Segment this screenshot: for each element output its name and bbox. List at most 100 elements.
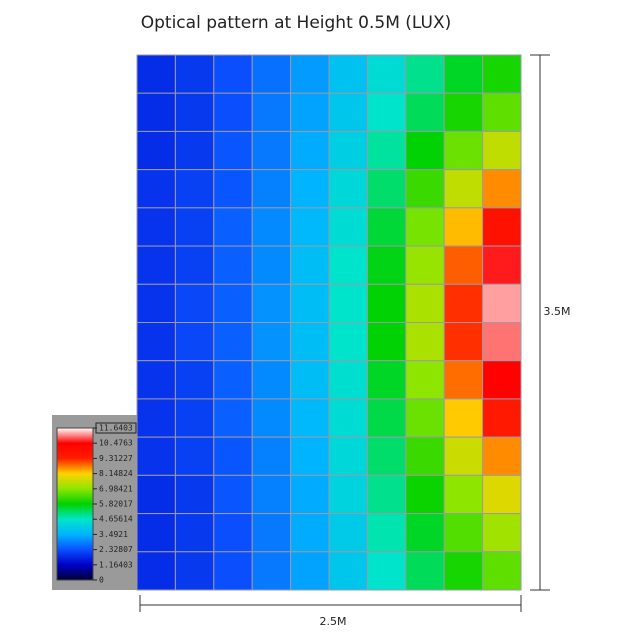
colorbar-tick-label: 0: [99, 576, 104, 585]
heat-cell: [366, 436, 407, 476]
heat-cell: [482, 398, 522, 438]
heat-cell: [366, 54, 407, 94]
width-dimension: [139, 595, 522, 612]
heat-cell: [290, 360, 330, 400]
heat-cell: [213, 245, 253, 285]
heat-cell: [174, 207, 215, 247]
heat-cell: [405, 207, 445, 247]
heat-cell: [328, 322, 368, 362]
heat-cell: [443, 322, 484, 362]
heat-cell: [366, 169, 407, 209]
heat-cell: [328, 54, 368, 94]
width-label: 2.5M: [320, 615, 347, 628]
heat-cell: [443, 513, 484, 553]
heat-cell: [482, 169, 522, 209]
heat-cell: [213, 322, 253, 362]
heat-cell: [251, 322, 292, 362]
heat-cell: [213, 169, 253, 209]
heat-cell: [405, 322, 445, 362]
heat-cell: [366, 245, 407, 285]
colorbar-tick-label: 1.16403: [99, 560, 133, 569]
heat-cell: [251, 92, 292, 132]
colorbar-tick-label: 4.65614: [99, 515, 133, 524]
heat-cell: [136, 398, 176, 438]
heat-cell: [213, 436, 253, 476]
heat-cell: [251, 207, 292, 247]
heat-cell: [443, 92, 484, 132]
height-dimension: [530, 54, 550, 591]
colorbar-tick-label: 2.32807: [99, 545, 133, 554]
heat-cell: [366, 513, 407, 553]
heat-cell: [213, 130, 253, 171]
heat-cell: [443, 360, 484, 400]
heat-cell: [328, 360, 368, 400]
heat-cell: [405, 130, 445, 171]
heat-cell: [174, 436, 215, 476]
heat-cell: [482, 130, 522, 171]
heat-cell: [251, 398, 292, 438]
heat-cell: [251, 169, 292, 209]
heat-cell: [213, 513, 253, 553]
heat-cell: [405, 551, 445, 591]
heat-cell: [290, 54, 330, 94]
heat-cell: [174, 283, 215, 323]
heat-cell: [290, 513, 330, 553]
heat-cell: [482, 360, 522, 400]
heat-cell: [136, 474, 176, 515]
heat-cell: [328, 474, 368, 515]
heat-cell: [290, 551, 330, 591]
heat-cell: [405, 474, 445, 515]
heat-cell: [443, 436, 484, 476]
heat-cell: [174, 130, 215, 171]
heat-cell: [290, 436, 330, 476]
heat-cell: [482, 474, 522, 515]
heat-cell: [482, 92, 522, 132]
tick-box: [95, 422, 137, 434]
colorbar-tick-label: 5.82017: [99, 499, 133, 508]
heat-cell: [251, 54, 292, 94]
heat-cell: [174, 360, 215, 400]
heat-cell: [482, 54, 522, 94]
colorbar: [56, 427, 94, 581]
heat-cell: [174, 92, 215, 132]
heat-cell: [213, 474, 253, 515]
heat-cell: [174, 474, 215, 515]
heat-cell: [136, 551, 176, 591]
heat-cell: [405, 169, 445, 209]
heat-cell: [405, 92, 445, 132]
heat-cell: [251, 360, 292, 400]
heat-cell: [482, 245, 522, 285]
heat-cell: [328, 551, 368, 591]
heat-cell: [366, 322, 407, 362]
heat-cell: [443, 130, 484, 171]
heat-cell: [251, 436, 292, 476]
heat-cell: [328, 169, 368, 209]
heat-cell: [290, 130, 330, 171]
heat-cell: [136, 207, 176, 247]
heat-cell: [443, 283, 484, 323]
heat-cell: [482, 322, 522, 362]
height-label: 3.5M: [544, 305, 571, 318]
heat-cell: [405, 436, 445, 476]
colorbar-tick-label: 6.98421: [99, 484, 133, 493]
heat-cell: [213, 398, 253, 438]
heat-cell: [290, 245, 330, 285]
heat-cell: [328, 436, 368, 476]
heat-cell: [251, 551, 292, 591]
heat-cell: [136, 436, 176, 476]
heat-cell: [290, 398, 330, 438]
heat-cell: [328, 513, 368, 553]
heat-cell: [405, 54, 445, 94]
heat-cell: [174, 551, 215, 591]
heat-cell: [213, 551, 253, 591]
colorbar-tick-label: 10.4763: [99, 439, 133, 448]
heat-cell: [405, 245, 445, 285]
heat-cell: [136, 92, 176, 132]
heat-cell: [290, 474, 330, 515]
heat-cell: [213, 92, 253, 132]
heat-cell: [136, 360, 176, 400]
heat-cell: [405, 513, 445, 553]
heat-cell: [443, 245, 484, 285]
heat-cell: [136, 169, 176, 209]
heat-cell: [405, 360, 445, 400]
